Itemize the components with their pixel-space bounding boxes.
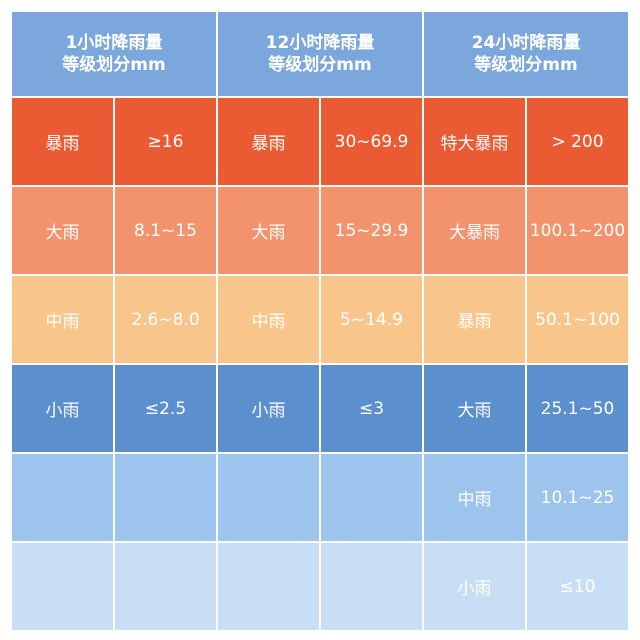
rainfall-grade-table-container: 1小时降雨量 等级划分mm 12小时降雨量 等级划分mm 24小时降雨量 等级划… <box>10 10 630 632</box>
range-24h: 10.1~25 <box>525 452 630 543</box>
grade-24h: 大暴雨 <box>422 185 527 276</box>
range-24h: 25.1~50 <box>525 363 630 454</box>
range-12h <box>319 452 424 543</box>
range-24h: > 200 <box>525 96 630 187</box>
grade-1h: 小雨 <box>10 363 115 454</box>
grade-1h: 暴雨 <box>10 96 115 187</box>
grade-1h <box>10 541 115 632</box>
header-1h: 1小时降雨量 等级划分mm <box>10 10 218 98</box>
grade-24h: 小雨 <box>422 541 527 632</box>
range-12h: ≤3 <box>319 363 424 454</box>
range-1h <box>113 452 218 543</box>
range-12h: 30~69.9 <box>319 96 424 187</box>
range-1h: 8.1~15 <box>113 185 218 276</box>
header-24h-line1: 24小时降雨量 <box>471 33 581 53</box>
range-24h: ≤10 <box>525 541 630 632</box>
grade-24h: 特大暴雨 <box>422 96 527 187</box>
range-1h: ≥16 <box>113 96 218 187</box>
table-row: 小雨 ≤2.5 小雨 ≤3 大雨 25.1~50 <box>10 363 630 454</box>
header-1h-line1: 1小时降雨量 <box>65 33 163 53</box>
range-1h: 2.6~8.0 <box>113 274 218 365</box>
grade-24h: 中雨 <box>422 452 527 543</box>
grade-1h <box>10 452 115 543</box>
grade-24h: 大雨 <box>422 363 527 454</box>
table-row: 小雨 ≤10 <box>10 541 630 632</box>
header-12h: 12小时降雨量 等级划分mm <box>216 10 424 98</box>
grade-12h <box>216 452 321 543</box>
range-1h: ≤2.5 <box>113 363 218 454</box>
grade-12h <box>216 541 321 632</box>
table-row: 中雨 10.1~25 <box>10 452 630 543</box>
table-row: 暴雨 ≥16 暴雨 30~69.9 特大暴雨 > 200 <box>10 96 630 187</box>
header-12h-line2: 等级划分mm <box>268 55 372 75</box>
table-row: 中雨 2.6~8.0 中雨 5~14.9 暴雨 50.1~100 <box>10 274 630 365</box>
grade-1h: 中雨 <box>10 274 115 365</box>
range-12h: 15~29.9 <box>319 185 424 276</box>
grade-12h: 大雨 <box>216 185 321 276</box>
range-1h <box>113 541 218 632</box>
range-12h <box>319 541 424 632</box>
grade-12h: 暴雨 <box>216 96 321 187</box>
header-1h-line2: 等级划分mm <box>62 55 166 75</box>
header-row: 1小时降雨量 等级划分mm 12小时降雨量 等级划分mm 24小时降雨量 等级划… <box>10 10 630 98</box>
header-24h-line2: 等级划分mm <box>474 55 578 75</box>
range-12h: 5~14.9 <box>319 274 424 365</box>
table-row: 大雨 8.1~15 大雨 15~29.9 大暴雨 100.1~200 <box>10 185 630 276</box>
range-24h: 50.1~100 <box>525 274 630 365</box>
grade-24h: 暴雨 <box>422 274 527 365</box>
range-24h: 100.1~200 <box>525 185 630 276</box>
header-24h: 24小时降雨量 等级划分mm <box>422 10 630 98</box>
header-12h-line1: 12小时降雨量 <box>265 33 375 53</box>
grade-12h: 小雨 <box>216 363 321 454</box>
grade-12h: 中雨 <box>216 274 321 365</box>
rainfall-grade-table: 1小时降雨量 等级划分mm 12小时降雨量 等级划分mm 24小时降雨量 等级划… <box>10 10 630 632</box>
grade-1h: 大雨 <box>10 185 115 276</box>
